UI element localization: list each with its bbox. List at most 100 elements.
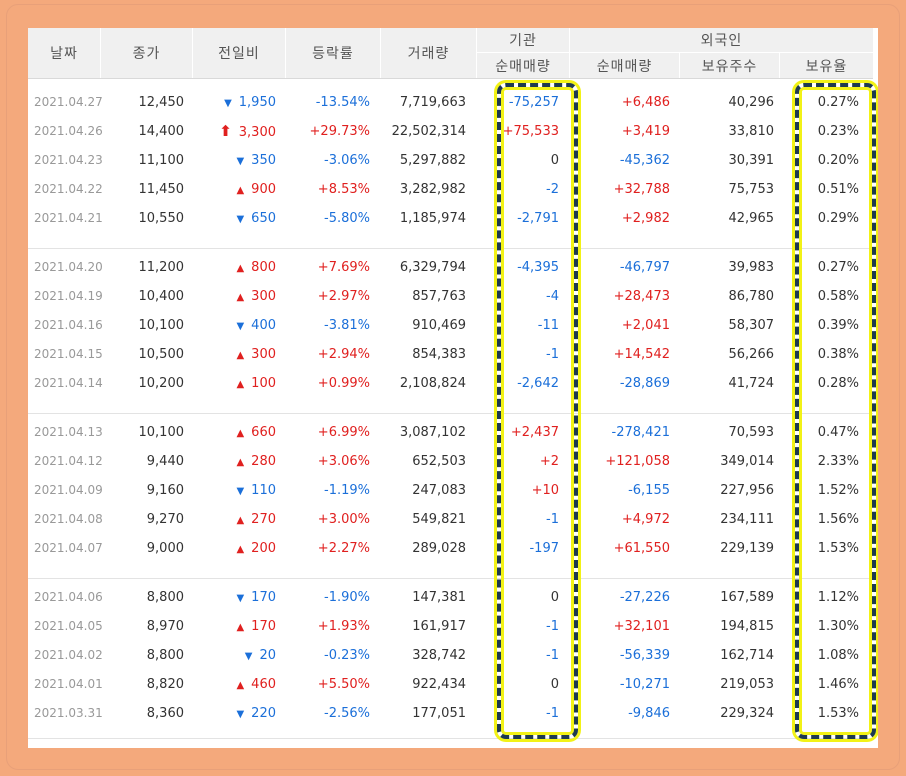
header-foreign-ratio[interactable]: 보유율 bbox=[780, 53, 873, 78]
header-foreign-holding[interactable]: 보유주수 bbox=[680, 53, 780, 78]
institution-net-cell: -2,791 bbox=[517, 211, 559, 226]
table-row: 2021.04.21 10,550 ▼ 650 -5.80% 1,185,974 -2,79… bbox=[28, 204, 878, 233]
table-row: 2021.04.13 10,100 ▲ 660 +6.99% 3,087,102 +2,43… bbox=[28, 418, 878, 447]
header-foreign-net[interactable]: 순매매량 bbox=[570, 53, 680, 78]
date-cell: 2021.04.05 bbox=[34, 619, 103, 633]
change-cell: ⬆ 3,300 bbox=[204, 117, 276, 146]
volume-cell: 328,742 bbox=[412, 648, 466, 663]
change-cell: ▲ 280 bbox=[204, 447, 276, 476]
institution-net-cell: 0 bbox=[550, 677, 559, 692]
triangle-down-icon: ▼ bbox=[236, 214, 245, 225]
change-value: 350 bbox=[251, 153, 276, 168]
triangle-down-icon: ▼ bbox=[224, 98, 232, 109]
triangle-down-icon: ▼ bbox=[236, 593, 245, 604]
triangle-down-icon: ▼ bbox=[236, 321, 245, 332]
date-cell: 2021.04.23 bbox=[34, 153, 103, 167]
table-row: 2021.04.12 9,440 ▲ 280 +3.06% 652,503 +2 +121,0… bbox=[28, 447, 878, 476]
date-cell: 2021.04.12 bbox=[34, 454, 103, 468]
header-date[interactable]: 날짜 bbox=[28, 28, 101, 78]
institution-net-cell: -1 bbox=[546, 512, 559, 527]
foreign-holding-cell: 39,983 bbox=[728, 260, 775, 275]
foreign-holding-cell: 229,324 bbox=[720, 706, 774, 721]
foreign-holding-cell: 229,139 bbox=[720, 541, 774, 556]
volume-cell: 289,028 bbox=[412, 541, 466, 556]
foreign-holding-cell: 167,589 bbox=[720, 590, 774, 605]
foreign-ratio-cell: 0.27% bbox=[817, 95, 859, 110]
table-row: 2021.04.08 9,270 ▲ 270 +3.00% 549,821 -1 +4,972… bbox=[28, 505, 878, 534]
foreign-net-cell: -27,226 bbox=[619, 590, 670, 605]
foreign-net-cell: -28,869 bbox=[619, 376, 670, 391]
volume-cell: 247,083 bbox=[412, 483, 466, 498]
header-close[interactable]: 종가 bbox=[101, 28, 193, 78]
volume-cell: 6,329,794 bbox=[399, 260, 466, 275]
foreign-ratio-cell: 0.38% bbox=[817, 347, 859, 362]
foreign-ratio-cell: 1.12% bbox=[817, 590, 859, 605]
foreign-ratio-cell: 0.27% bbox=[817, 260, 859, 275]
change-value: 280 bbox=[251, 454, 276, 469]
change-value: 20 bbox=[259, 648, 276, 663]
foreign-net-cell: +6,486 bbox=[621, 95, 670, 110]
institution-net-cell: +2,437 bbox=[510, 425, 559, 440]
change-value: 220 bbox=[251, 706, 276, 721]
change-value: 170 bbox=[251, 590, 276, 605]
table-row: 2021.04.23 11,100 ▼ 350 -3.06% 5,297,882 0 -45,… bbox=[28, 146, 878, 175]
table-row: 2021.04.27 12,450 ▼ 1,950 -13.54% 7,719,663 -7… bbox=[28, 88, 878, 117]
foreign-net-cell: -45,362 bbox=[619, 153, 670, 168]
change-rate-cell: +6.99% bbox=[317, 425, 370, 440]
group-divider bbox=[28, 413, 873, 414]
institution-net-cell: +10 bbox=[531, 483, 559, 498]
foreign-ratio-cell: 1.53% bbox=[817, 706, 859, 721]
header-volume[interactable]: 거래량 bbox=[381, 28, 477, 78]
table-row: 2021.04.05 8,970 ▲ 170 +1.93% 161,917 -1 +32,10… bbox=[28, 612, 878, 641]
foreign-net-cell: +2,982 bbox=[621, 211, 670, 226]
foreign-net-cell: +28,473 bbox=[613, 289, 670, 304]
change-cell: ▼ 650 bbox=[204, 204, 276, 233]
change-cell: ▼ 20 bbox=[204, 641, 276, 670]
volume-cell: 7,719,663 bbox=[399, 95, 466, 110]
institution-net-cell: -4,395 bbox=[517, 260, 559, 275]
close-price-cell: 10,400 bbox=[138, 289, 185, 304]
foreign-ratio-cell: 0.58% bbox=[817, 289, 859, 304]
header-bottom-line bbox=[28, 78, 873, 79]
triangle-up-icon: ▲ bbox=[236, 263, 245, 274]
change-cell: ▲ 300 bbox=[204, 282, 276, 311]
foreign-ratio-cell: 1.53% bbox=[817, 541, 859, 556]
foreign-ratio-cell: 0.51% bbox=[817, 182, 859, 197]
close-price-cell: 9,270 bbox=[146, 512, 184, 527]
foreign-net-cell: +2,041 bbox=[621, 318, 670, 333]
table-row: 2021.04.01 8,820 ▲ 460 +5.50% 922,434 0 -10,271… bbox=[28, 670, 878, 699]
date-cell: 2021.04.14 bbox=[34, 376, 103, 390]
header-divider bbox=[477, 52, 873, 53]
change-cell: ▲ 170 bbox=[204, 612, 276, 641]
volume-cell: 161,917 bbox=[412, 619, 466, 634]
table-row: 2021.04.20 11,200 ▲ 800 +7.69% 6,329,794 -4,39… bbox=[28, 253, 878, 282]
foreign-ratio-cell: 0.28% bbox=[817, 376, 859, 391]
foreign-net-cell: -6,155 bbox=[628, 483, 670, 498]
volume-cell: 922,434 bbox=[412, 677, 466, 692]
change-rate-cell: +3.06% bbox=[317, 454, 370, 469]
institution-net-cell: -1 bbox=[546, 619, 559, 634]
volume-cell: 549,821 bbox=[412, 512, 466, 527]
table-row: 2021.04.09 9,160 ▼ 110 -1.19% 247,083 +10 -6,15… bbox=[28, 476, 878, 505]
foreign-net-cell: -278,421 bbox=[611, 425, 670, 440]
header-change[interactable]: 전일비 bbox=[193, 28, 286, 78]
foreign-ratio-cell: 1.56% bbox=[817, 512, 859, 527]
table-header: 날짜 종가 전일비 등락률 거래량 기관 외국인 순매매량 순매매량 보유주수 … bbox=[28, 28, 878, 79]
volume-cell: 652,503 bbox=[412, 454, 466, 469]
triangle-down-icon: ▼ bbox=[236, 156, 245, 167]
triangle-up-icon: ▲ bbox=[236, 379, 245, 390]
header-rate[interactable]: 등락률 bbox=[286, 28, 381, 78]
foreign-holding-cell: 30,391 bbox=[728, 153, 775, 168]
change-rate-cell: -2.56% bbox=[324, 706, 370, 721]
triangle-down-icon: ▼ bbox=[244, 651, 253, 662]
institution-net-cell: 0 bbox=[550, 153, 559, 168]
foreign-holding-cell: 56,266 bbox=[728, 347, 775, 362]
header-inst-net[interactable]: 순매매량 bbox=[477, 53, 570, 78]
foreign-net-cell: +3,419 bbox=[621, 124, 670, 139]
change-rate-cell: +1.93% bbox=[317, 619, 370, 634]
foreign-holding-cell: 162,714 bbox=[720, 648, 774, 663]
institution-net-cell: -2,642 bbox=[517, 376, 559, 391]
triangle-up-icon: ▲ bbox=[236, 185, 245, 196]
change-rate-cell: -3.81% bbox=[324, 318, 370, 333]
date-cell: 2021.04.26 bbox=[34, 124, 103, 138]
